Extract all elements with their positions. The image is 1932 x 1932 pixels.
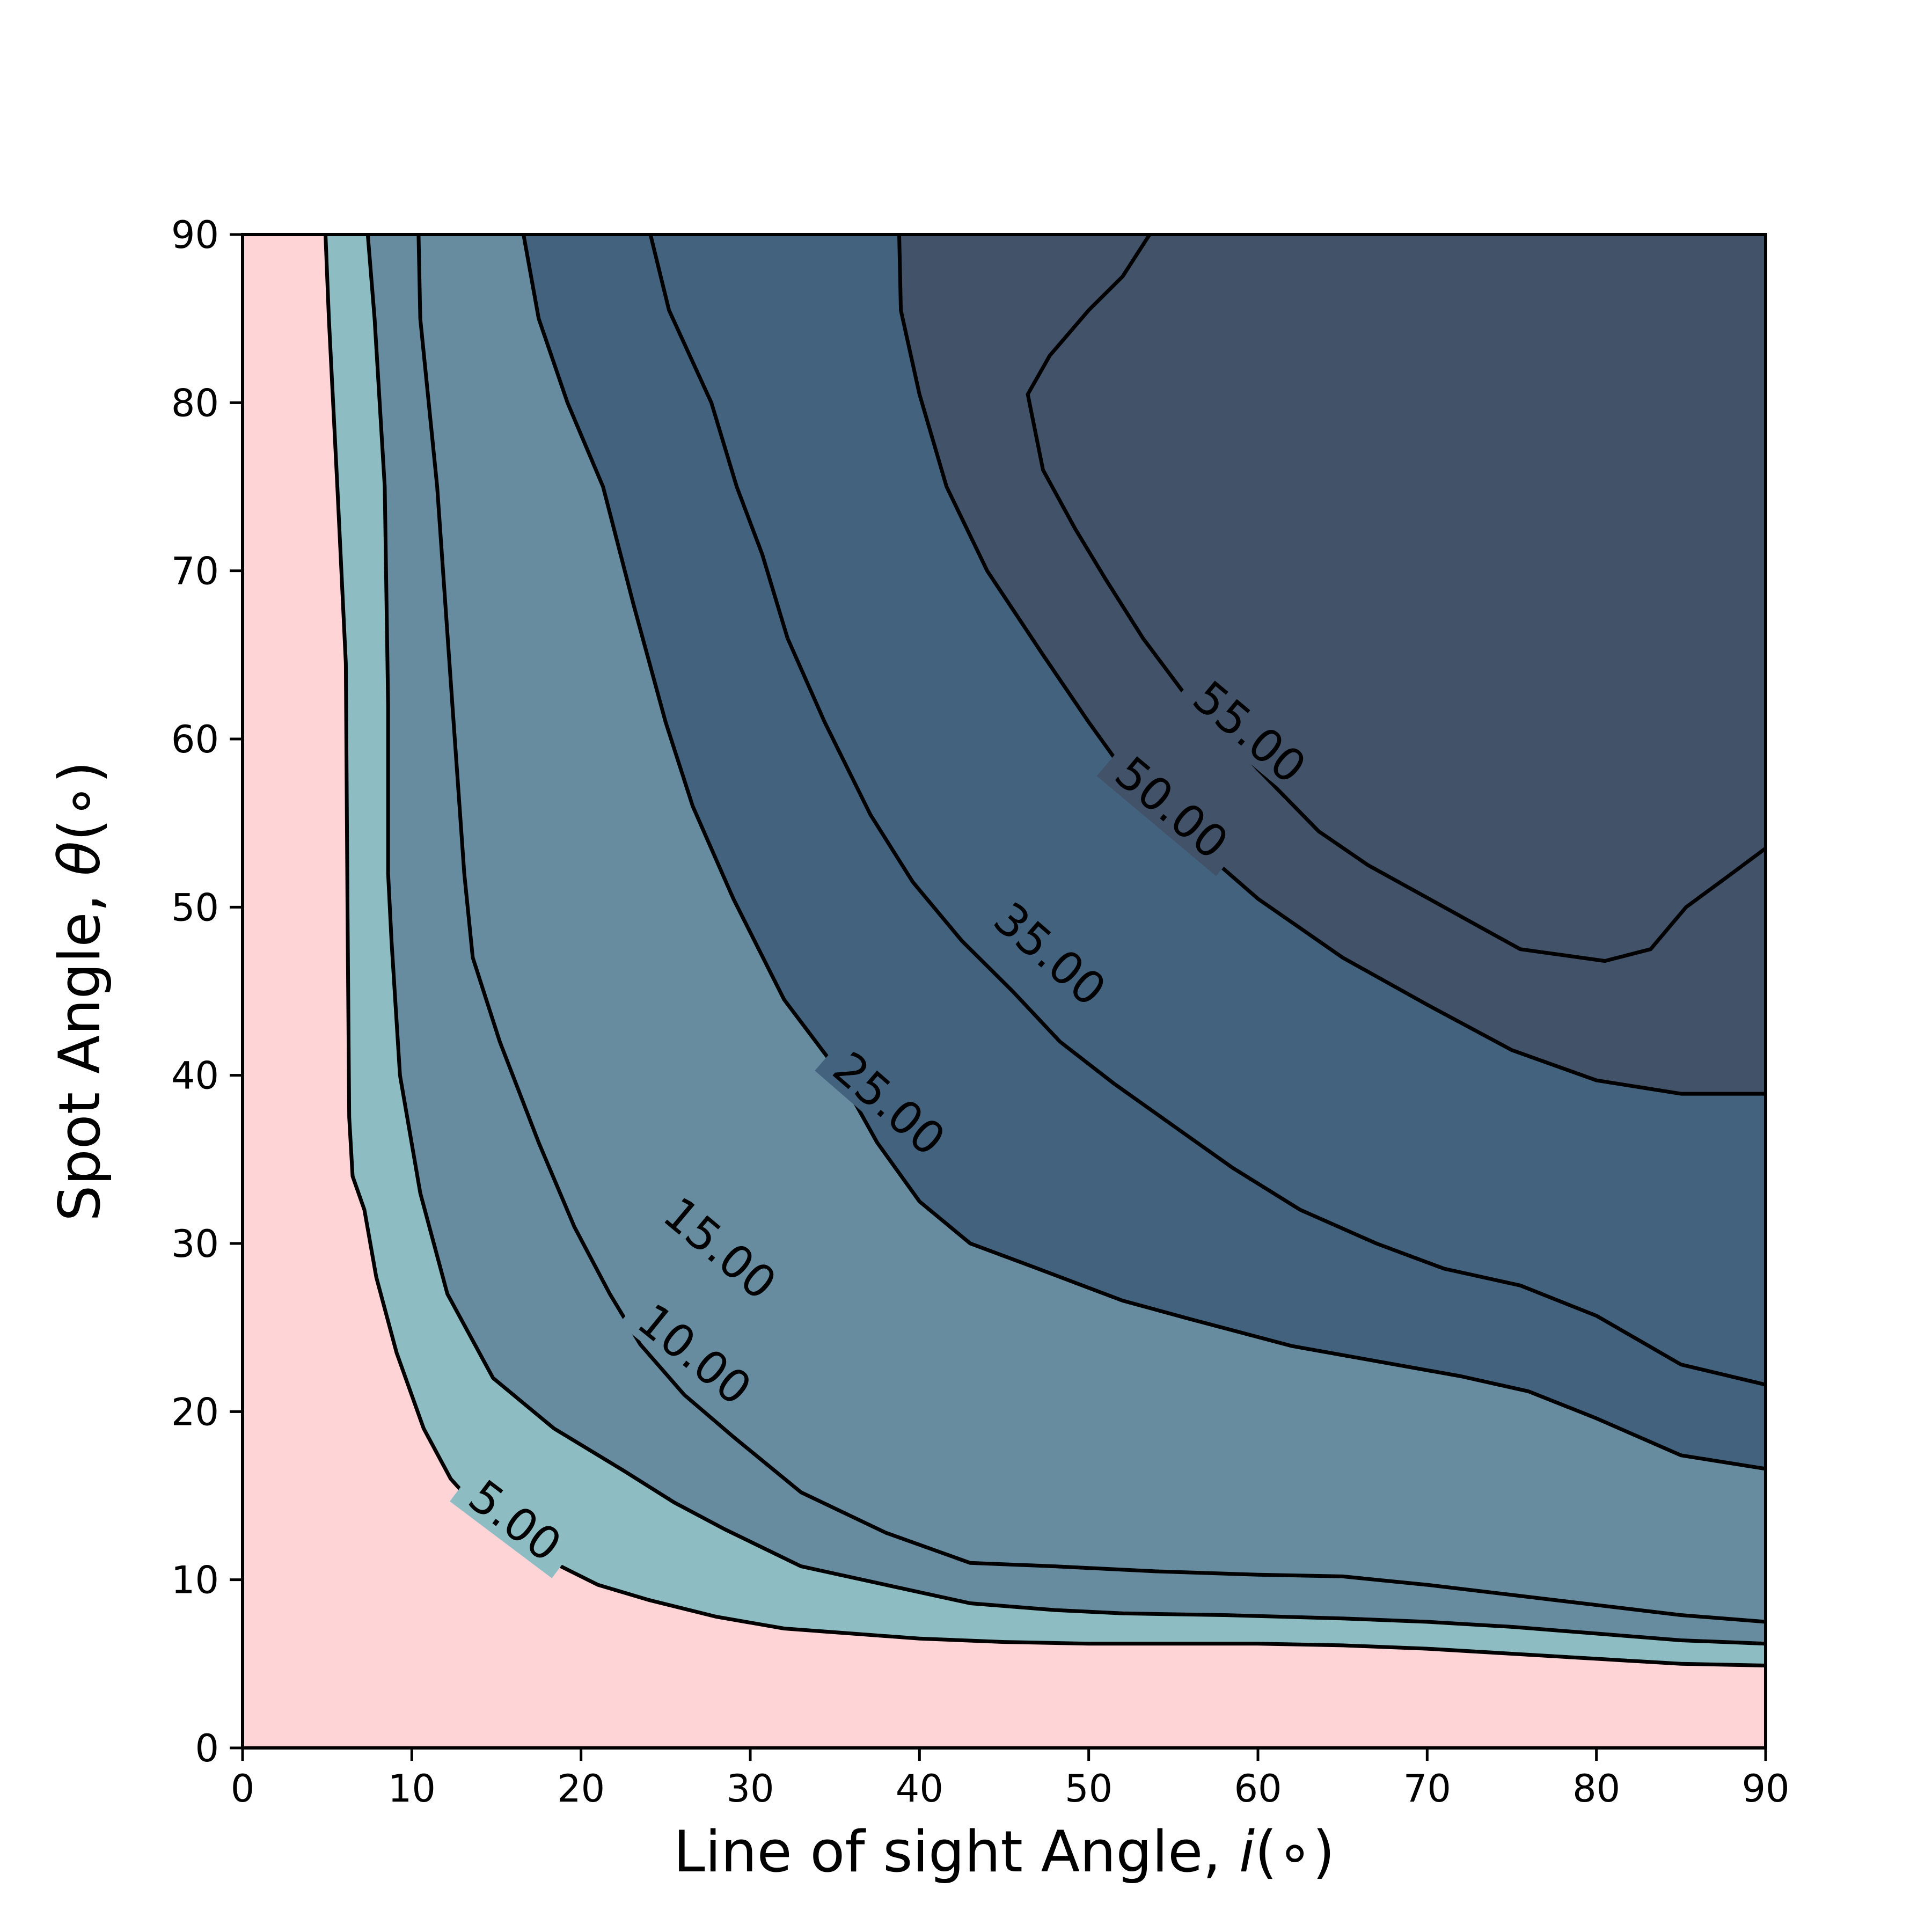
contour-line-35	[648, 234, 1766, 1387]
x-axis-label-text: Line of sight Angle,	[674, 1819, 1239, 1885]
contour-lines	[324, 233, 1767, 1667]
y-tick-label-10: 10	[171, 1558, 219, 1602]
x-axis: 0 10 20 30 40 50 60 70 80 90	[231, 1748, 1790, 1811]
contour-line-10	[365, 234, 1766, 1646]
contour-line-15	[416, 234, 1766, 1624]
x-tick-label-60: 60	[1234, 1767, 1282, 1811]
contour-line-25	[522, 234, 1766, 1471]
x-tick-label-80: 80	[1572, 1767, 1620, 1811]
contour-fills	[243, 235, 1766, 1748]
x-tick-label-40: 40	[896, 1767, 943, 1811]
contour-label-gap-10	[619, 1287, 770, 1422]
x-tick-label-50: 50	[1065, 1767, 1113, 1811]
y-axis-label-unit: (∘)	[47, 761, 113, 841]
y-tick-label-90: 90	[171, 213, 219, 257]
contour-label-gap-15	[645, 1180, 795, 1317]
x-tick-label-30: 30	[726, 1767, 774, 1811]
contour-label-gap-5	[450, 1463, 581, 1578]
x-tick-label-20: 20	[557, 1767, 605, 1811]
y-tick-label-0: 0	[195, 1726, 219, 1770]
x-axis-label: Line of sight Angle, i(∘)	[674, 1819, 1335, 1885]
x-tick-label-10: 10	[388, 1767, 436, 1811]
y-tick-label-30: 30	[171, 1222, 219, 1266]
x-tick-label-90: 90	[1741, 1767, 1789, 1811]
x-tick-label-70: 70	[1403, 1767, 1451, 1811]
contour-line-5	[324, 234, 1766, 1667]
plot-frame	[241, 233, 1767, 1750]
y-axis-label-var: θ	[47, 841, 113, 876]
y-tick-label-40: 40	[171, 1054, 219, 1098]
y-axis: 0 10 20 30 40 50 60 70 80 90	[171, 213, 243, 1770]
contour-label-gap-25	[815, 1035, 963, 1173]
y-tick-label-50: 50	[171, 885, 219, 930]
contour-label-gap-50	[1096, 740, 1247, 876]
contour-label-gap-35	[975, 885, 1124, 1023]
y-tick-label-70: 70	[171, 550, 219, 594]
y-axis-label: Spot Angle, θ(∘)	[47, 761, 113, 1221]
x-axis-label-unit: (∘)	[1255, 1819, 1335, 1885]
band-above-55	[1028, 235, 1766, 961]
y-tick-label-60: 60	[171, 718, 219, 762]
y-axis-label-text: Spot Angle,	[47, 876, 113, 1221]
y-tick-label-20: 20	[171, 1390, 219, 1434]
x-tick-label-0: 0	[231, 1767, 255, 1811]
x-axis-label-var: i	[1239, 1819, 1255, 1885]
y-tick-label-80: 80	[171, 381, 219, 425]
contour-label-gap-55	[1174, 664, 1324, 801]
